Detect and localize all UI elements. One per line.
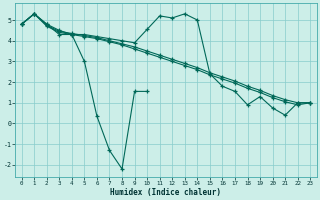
X-axis label: Humidex (Indice chaleur): Humidex (Indice chaleur) bbox=[110, 188, 221, 197]
